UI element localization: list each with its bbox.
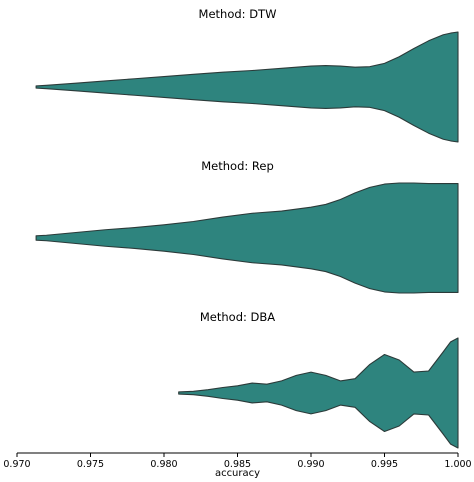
panel-title: Method: Rep	[201, 159, 274, 173]
x-tick-label: 0.990	[297, 459, 324, 470]
panel-title: Method: DBA	[200, 310, 275, 324]
panels-group: Method: DTW Method: Rep Method: DBA	[35, 7, 459, 449]
x-tick-label: 0.985	[224, 459, 251, 470]
x-tick-label: 0.980	[150, 459, 177, 470]
violin-panel-3: Method: DBA	[178, 310, 459, 449]
x-axis-label: accuracy	[215, 468, 260, 479]
x-ticks-group: 0.970 0.975 0.980 0.985 0.990 0.995 1.000	[3, 453, 472, 470]
violin-panel-2: Method: Rep	[35, 159, 459, 294]
violin-shape	[35, 182, 459, 294]
x-tick-label: 0.975	[77, 459, 104, 470]
violin-panel-1: Method: DTW	[35, 7, 459, 143]
violin-shape	[178, 337, 459, 449]
panel-title: Method: DTW	[199, 7, 277, 21]
x-tick-label: 0.970	[3, 459, 30, 470]
x-tick-label: 1.000	[444, 459, 471, 470]
violin-shape	[35, 31, 459, 143]
x-tick-label: 0.995	[371, 459, 398, 470]
